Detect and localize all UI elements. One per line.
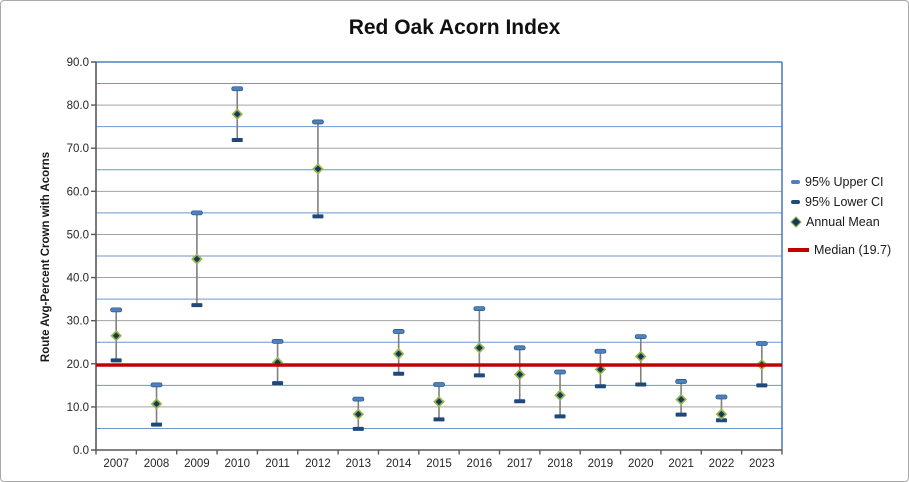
x-tick-label: 2022 [709,458,735,470]
annual-mean-marker [231,108,244,120]
upper-ci-cap [594,348,607,354]
annual-mean-marker [110,329,122,342]
x-tick-label: 2019 [588,458,614,470]
x-tick-label: 2008 [144,458,170,470]
annual-mean-marker [715,408,728,421]
lower-ci-cap [554,414,566,419]
lower-ci-cap [635,382,647,387]
annual-mean-marker [634,350,647,363]
y-tick-label: 50.0 [67,229,89,241]
chart-title: Red Oak Acorn Index [348,16,561,39]
y-tick-label: 20.0 [67,359,89,371]
annual-mean-diamond-icon [790,216,802,228]
x-tick-label: 2011 [265,458,290,470]
lower-ci-cap [675,412,687,417]
legend-item-median: Median (19.7) [788,240,892,260]
y-tick-label: 40.0 [67,273,89,285]
annual-mean-marker [675,393,687,406]
upper-ci-cap [634,334,647,340]
annual-mean-marker [191,253,203,265]
y-tick-label: 70.0 [67,143,89,155]
x-tick-label: 2012 [305,458,331,470]
upper-ci-cap [675,379,688,384]
lower-ci-cap [393,371,405,376]
y-tick-label: 0.0 [73,445,89,457]
y-tick-label: 10.0 [67,402,89,414]
upper-ci-cap [312,119,324,125]
annual-mean-marker [594,363,607,376]
upper-ci-cap [513,345,526,351]
legend-label-upper-ci: 95% Upper CI [805,175,884,189]
upper-ci-cap [271,338,284,344]
lower-ci-cap [272,381,284,386]
upper-ci-cap [392,329,405,334]
upper-ci-cap [150,382,163,388]
legend-item-upper-ci: 95% Upper CI [791,172,891,192]
lower-ci-cap [433,417,445,422]
upper-ci-cap [473,306,486,311]
x-tick-label: 2014 [386,458,412,470]
lower-ci-cap [231,138,243,143]
x-tick-label: 2013 [345,458,371,470]
lower-ci-cap [594,384,606,389]
x-tick-label: 2020 [628,458,654,470]
annual-mean-marker [433,395,445,408]
lower-ci-cap [151,422,163,427]
x-tick-label: 2017 [507,458,533,470]
x-tick-label: 2015 [426,458,452,470]
lower-ci-cap [473,373,485,378]
lower-ci-cap [514,399,526,404]
y-tick-label: 30.0 [67,316,89,328]
x-tick-label: 2007 [103,458,129,470]
x-tick-label: 2009 [184,458,210,470]
legend-label-lower-ci: 95% Lower CI [805,195,884,209]
upper-ci-dash-icon [791,180,800,184]
x-tick-label: 2018 [547,458,573,470]
upper-ci-cap [231,86,244,92]
annual-mean-marker [352,408,365,421]
y-tick-label: 60.0 [67,186,89,198]
x-tick-label: 2016 [467,458,493,470]
annual-mean-marker [473,342,486,354]
annual-mean-marker [392,348,405,360]
upper-ci-cap [190,210,203,216]
annual-mean-marker [312,163,324,175]
x-tick-label: 2010 [224,458,250,470]
median-line-icon [788,248,809,252]
y-tick-label: 80.0 [67,100,89,112]
upper-ci-cap [755,341,768,346]
legend: 95% Upper CI 95% Lower CI Annual Mean Me… [788,172,892,260]
x-tick-label: 2023 [749,458,775,470]
x-tick-label: 2021 [668,458,694,470]
legend-item-lower-ci: 95% Lower CI [791,192,891,212]
upper-ci-cap [433,382,445,387]
legend-label-median: Median (19.7) [814,243,892,257]
upper-ci-cap [110,307,123,313]
upper-ci-cap [554,369,566,375]
annual-mean-marker [554,389,566,402]
lower-ci-cap [312,214,324,219]
y-tick-label: 90.0 [67,57,89,69]
legend-item-annual-mean: Annual Mean [790,212,891,232]
lower-ci-cap [756,383,768,388]
lower-ci-cap [191,303,203,308]
legend-label-annual-mean: Annual Mean [806,215,880,229]
lower-ci-cap [110,358,122,363]
lower-ci-cap [352,426,364,431]
upper-ci-cap [715,394,728,400]
lower-ci-dash-icon [791,200,800,204]
annual-mean-marker [513,368,526,381]
lower-ci-cap [715,418,727,423]
annual-mean-marker [150,398,163,410]
upper-ci-cap [352,396,365,402]
